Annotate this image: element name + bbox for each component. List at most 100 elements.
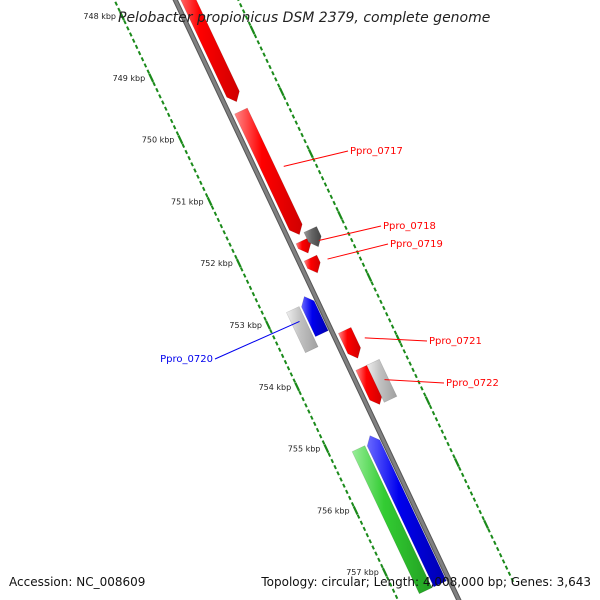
gene-f-a[interactable] xyxy=(173,0,240,103)
kbp-label: 754 kbp xyxy=(259,383,292,392)
label-leader xyxy=(283,150,349,167)
minor-tick xyxy=(276,83,281,88)
minor-tick xyxy=(356,514,361,519)
major-tick xyxy=(294,382,301,392)
minor-tick xyxy=(213,211,218,216)
gene-label-ppro_0719[interactable]: Ppro_0719 xyxy=(390,239,443,250)
minor-tick xyxy=(487,528,491,533)
major-tick xyxy=(337,210,343,220)
minor-tick xyxy=(336,471,340,476)
accession-text: Accession: NC_008609 xyxy=(9,575,146,589)
genome-backbone xyxy=(172,0,462,600)
major-tick xyxy=(483,519,489,529)
minor-tick xyxy=(259,46,263,51)
minor-tick xyxy=(274,77,278,82)
gene-label-ppro_0718[interactable]: Ppro_0718 xyxy=(383,221,436,232)
gene-label-ppro_0721[interactable]: Ppro_0721 xyxy=(429,336,482,347)
gene-f-e[interactable] xyxy=(303,226,322,248)
gene-features xyxy=(173,0,447,595)
gene-label-ppro_0720[interactable]: Ppro_0720 xyxy=(160,354,213,365)
gene-f-k[interactable] xyxy=(366,435,447,588)
minor-tick xyxy=(137,50,142,56)
kbp-label: 753 kbp xyxy=(229,321,262,330)
minor-tick xyxy=(134,44,139,50)
gene-f-i[interactable] xyxy=(355,364,383,405)
minor-tick xyxy=(196,174,200,179)
major-tick xyxy=(424,396,431,406)
label-leader xyxy=(318,225,382,242)
major-tick xyxy=(235,258,242,268)
minor-tick xyxy=(193,168,197,173)
minor-tick xyxy=(472,497,477,502)
minor-tick xyxy=(377,557,381,563)
minor-tick xyxy=(291,114,296,119)
minor-tick xyxy=(277,347,282,352)
minor-tick xyxy=(263,316,267,322)
minor-tick xyxy=(242,273,247,278)
gene-f-d[interactable] xyxy=(303,254,321,274)
minor-tick xyxy=(146,69,151,74)
minor-tick xyxy=(452,454,456,459)
minor-tick xyxy=(300,132,304,138)
minor-tick xyxy=(368,539,372,544)
genome-title: Pelobacter propionicus DSM 2379, complet… xyxy=(118,10,491,26)
minor-tick xyxy=(297,126,301,132)
gene-f-l[interactable] xyxy=(351,445,433,595)
minor-tick xyxy=(493,540,497,546)
minor-tick xyxy=(458,466,462,471)
minor-tick xyxy=(417,379,421,385)
minor-tick xyxy=(460,472,465,478)
gene-f-b[interactable] xyxy=(234,107,303,236)
label-leader xyxy=(214,320,300,360)
minor-tick xyxy=(339,477,343,482)
gene-f-g[interactable] xyxy=(286,306,319,354)
minor-tick xyxy=(222,230,226,235)
minor-tick xyxy=(382,305,386,311)
gene-f-c[interactable] xyxy=(295,237,312,254)
minor-tick xyxy=(349,237,354,243)
minor-tick xyxy=(321,440,326,445)
minor-tick xyxy=(169,118,174,124)
minor-tick xyxy=(348,495,352,501)
gene-label-ppro_0717[interactable]: Ppro_0717 xyxy=(350,146,403,157)
minor-tick xyxy=(333,464,337,470)
minor-tick xyxy=(478,509,482,515)
minor-tick xyxy=(352,244,357,249)
minor-tick xyxy=(380,563,384,569)
minor-tick xyxy=(422,392,427,397)
major-tick xyxy=(323,444,330,454)
gene-f-h[interactable] xyxy=(337,327,361,359)
minor-tick xyxy=(394,594,399,600)
minor-tick xyxy=(140,57,145,62)
minor-tick xyxy=(216,217,221,223)
minor-tick xyxy=(350,501,355,507)
minor-tick xyxy=(481,515,485,521)
minor-tick xyxy=(437,423,442,428)
minor-tick xyxy=(329,194,334,200)
minor-tick xyxy=(510,577,515,583)
kbp-label: 749 kbp xyxy=(113,74,146,83)
minor-tick xyxy=(504,565,509,570)
minor-tick xyxy=(231,248,235,254)
minor-tick xyxy=(172,125,177,130)
gene-f-f[interactable] xyxy=(301,296,329,337)
kbp-label: 756 kbp xyxy=(317,506,350,515)
gene-label-ppro_0722[interactable]: Ppro_0722 xyxy=(446,378,499,389)
gene-f-j[interactable] xyxy=(366,358,398,403)
minor-tick xyxy=(247,21,252,27)
minor-tick xyxy=(318,434,323,439)
minor-tick xyxy=(271,70,275,76)
minor-tick xyxy=(364,268,369,274)
minor-tick xyxy=(131,38,136,43)
minor-tick xyxy=(385,576,390,581)
kbp-label: 755 kbp xyxy=(288,445,321,454)
minor-tick xyxy=(434,417,439,422)
major-tick xyxy=(307,149,314,159)
minor-tick xyxy=(254,298,259,303)
kbp-label: 750 kbp xyxy=(142,136,175,145)
minor-tick xyxy=(314,163,319,169)
minor-tick xyxy=(181,143,186,149)
minor-tick xyxy=(175,131,180,136)
minor-tick xyxy=(402,349,407,354)
minor-tick xyxy=(310,415,314,420)
